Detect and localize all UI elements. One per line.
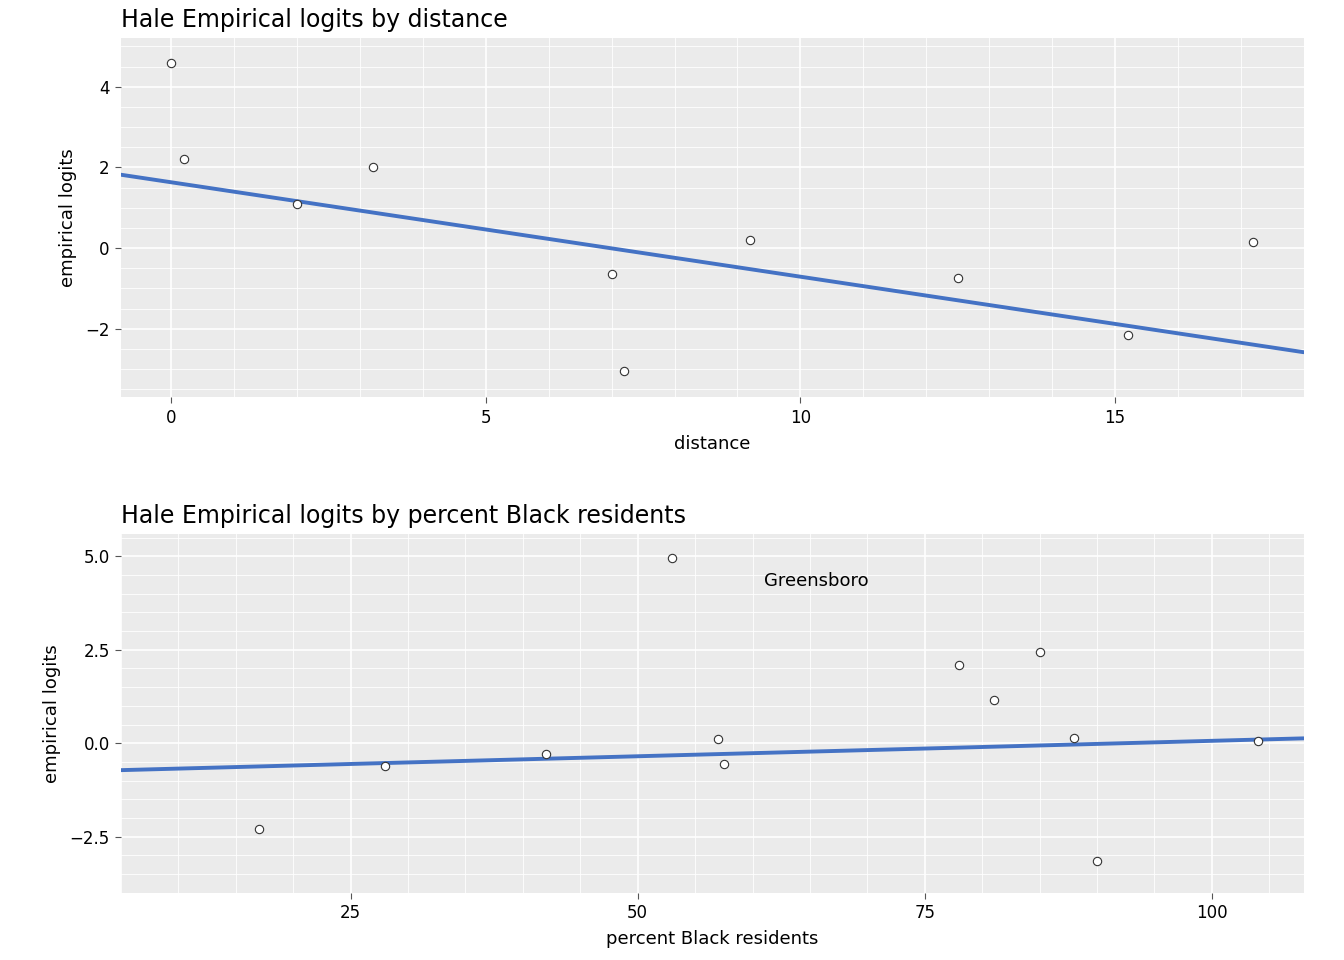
X-axis label: percent Black residents: percent Black residents [606, 930, 818, 948]
Point [982, 692, 1004, 708]
Point [613, 364, 634, 379]
Point [173, 152, 195, 167]
Point [362, 159, 383, 175]
Point [160, 55, 181, 70]
Point [249, 822, 270, 837]
Point [1086, 853, 1107, 869]
Point [948, 271, 969, 286]
Point [601, 267, 622, 282]
X-axis label: distance: distance [675, 435, 750, 453]
Text: Greensboro: Greensboro [763, 571, 868, 589]
Point [375, 758, 396, 774]
Y-axis label: empirical logits: empirical logits [59, 149, 77, 287]
Point [1117, 327, 1138, 343]
Point [1247, 732, 1269, 748]
Text: Hale Empirical logits by percent Black residents: Hale Empirical logits by percent Black r… [121, 504, 685, 528]
Point [1028, 644, 1050, 660]
Y-axis label: empirical logits: empirical logits [43, 644, 62, 782]
Point [714, 756, 735, 772]
Point [739, 232, 761, 248]
Point [1063, 731, 1085, 746]
Text: Hale Empirical logits by distance: Hale Empirical logits by distance [121, 9, 508, 33]
Point [1243, 234, 1265, 250]
Point [707, 732, 728, 747]
Point [949, 657, 970, 672]
Point [661, 550, 683, 565]
Point [535, 746, 556, 761]
Point [286, 196, 308, 211]
